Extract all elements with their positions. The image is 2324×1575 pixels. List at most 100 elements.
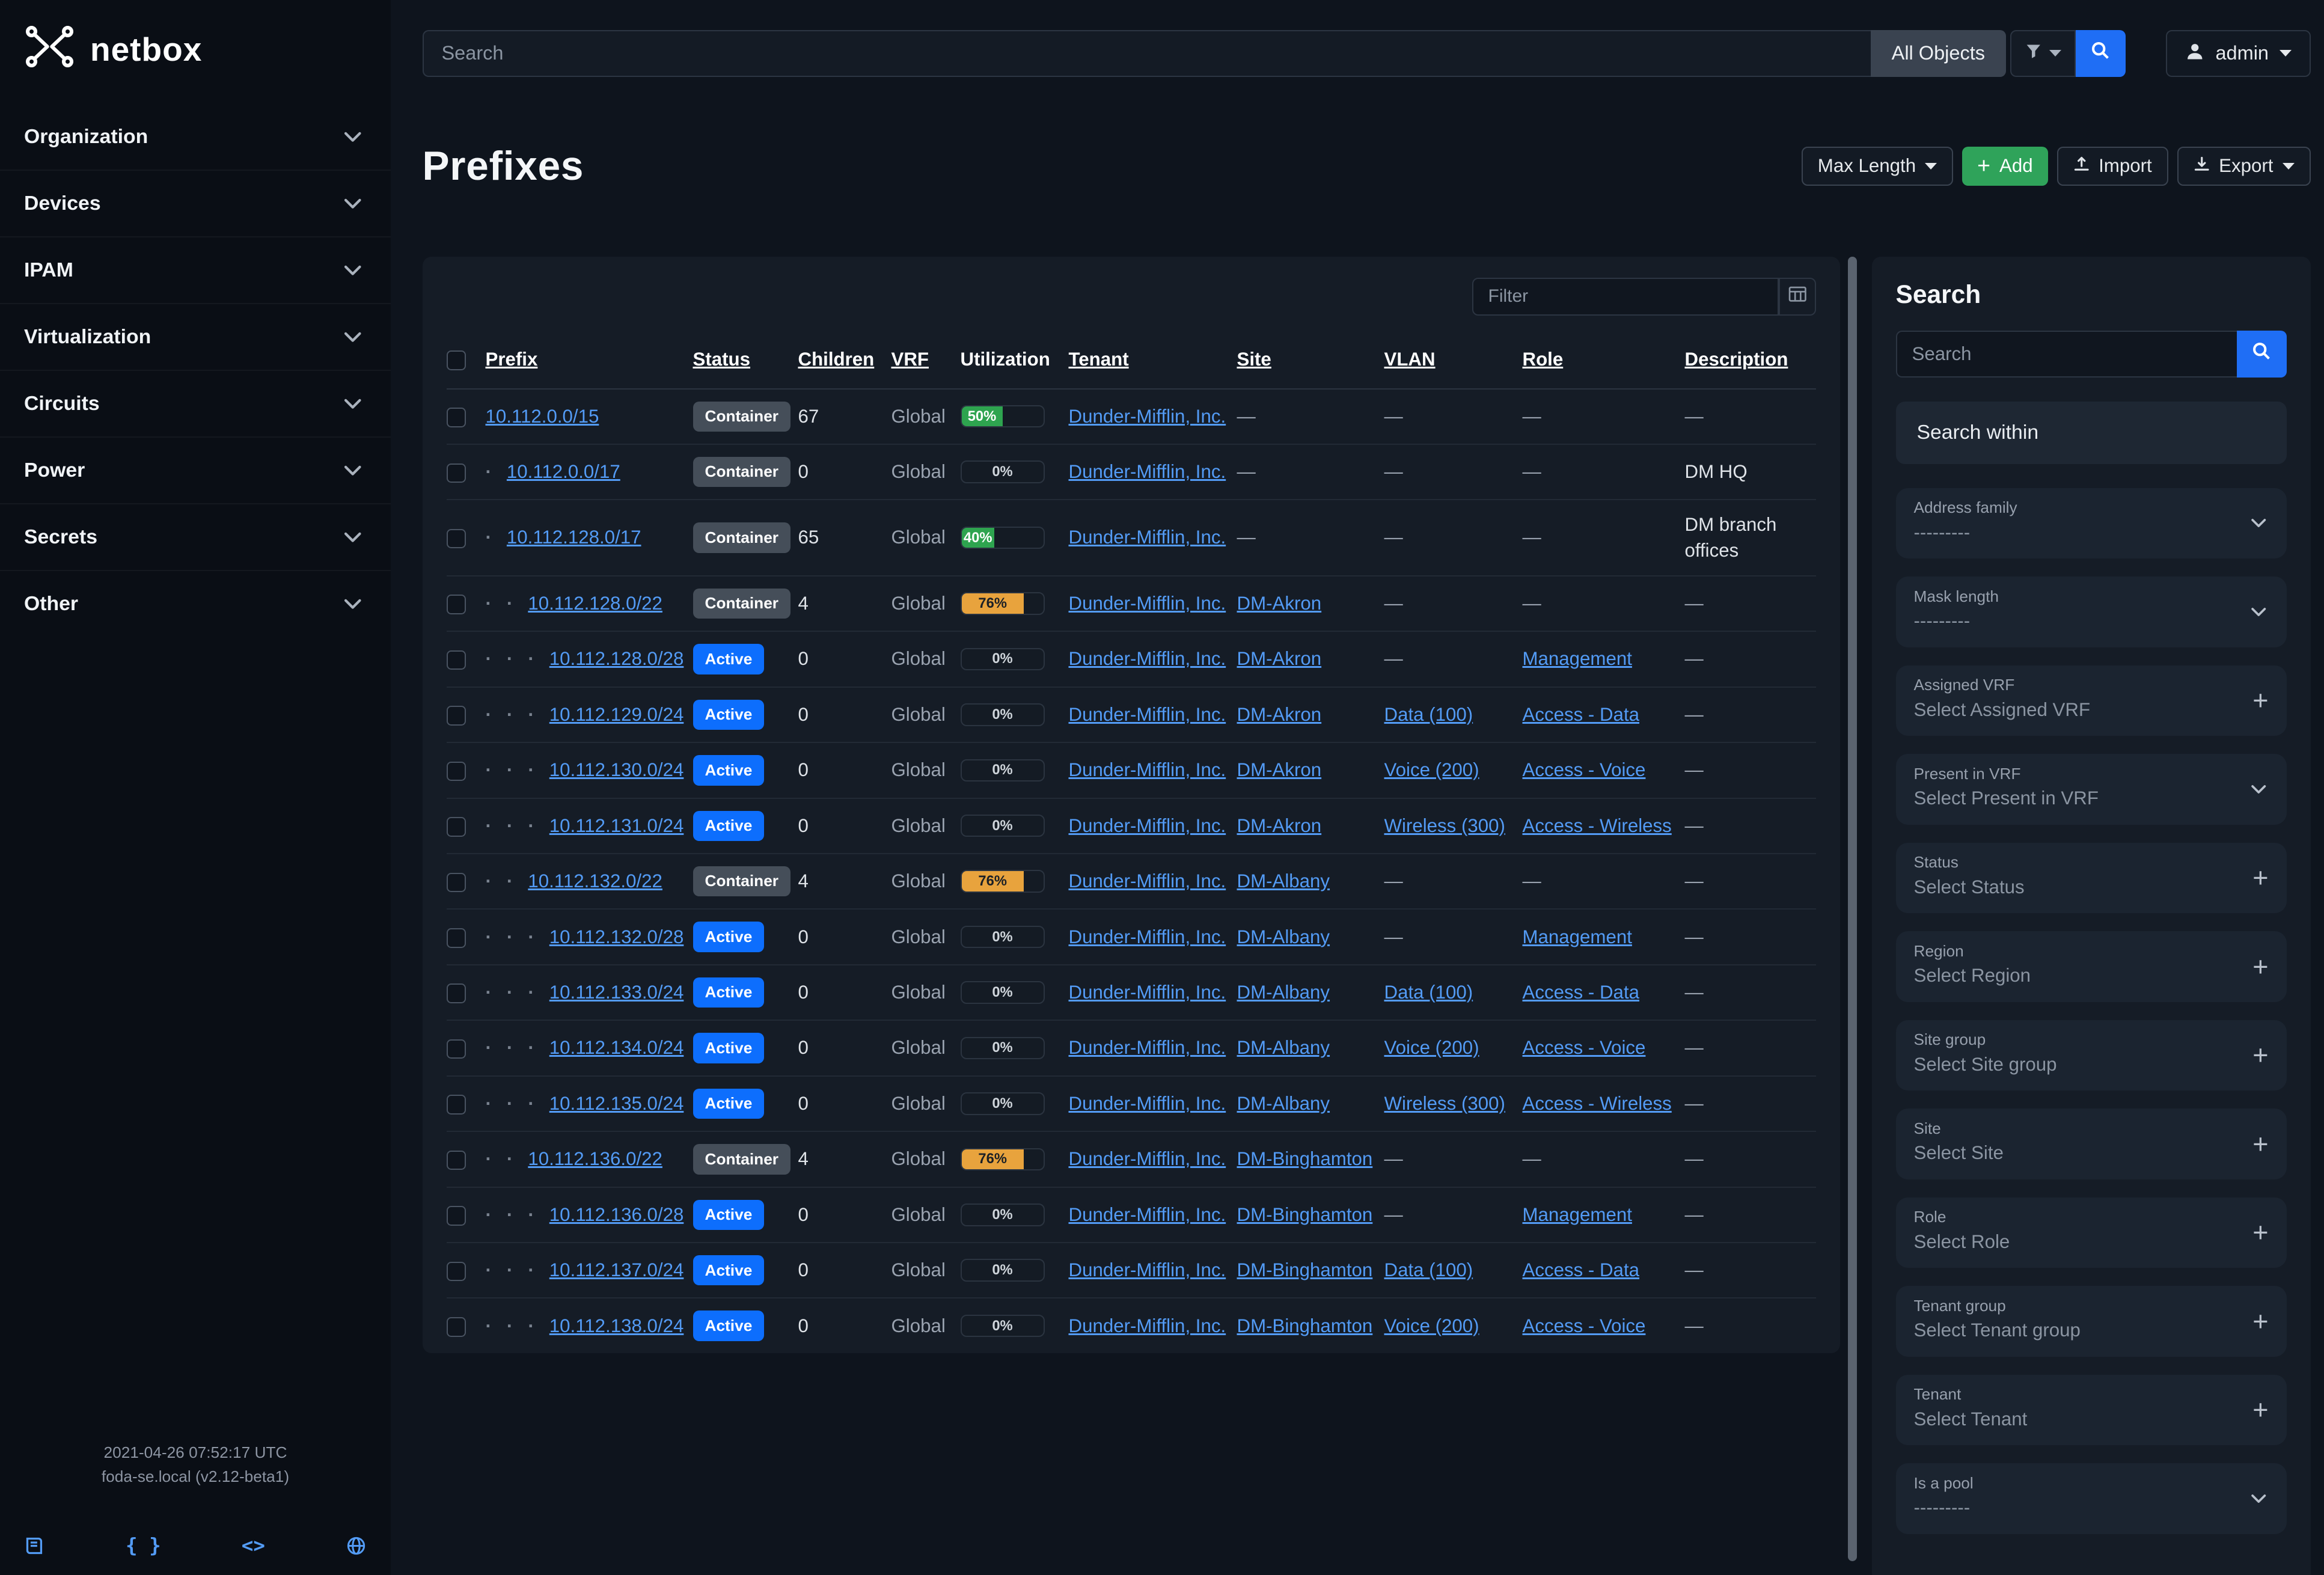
role-link[interactable]: Access - Voice	[1522, 1315, 1646, 1336]
sidebar-item-organization[interactable]: Organization	[0, 104, 391, 170]
sidebar-item-secrets[interactable]: Secrets	[0, 503, 391, 570]
filter-field-mask-length[interactable]: Mask length ---------	[1895, 576, 2287, 647]
prefix-link[interactable]: 10.112.128.0/17	[506, 527, 641, 548]
user-menu-button[interactable]: admin	[2166, 30, 2311, 77]
column-header-site[interactable]: Site	[1237, 348, 1271, 370]
site-link[interactable]: DM-Binghamton	[1237, 1315, 1373, 1336]
row-checkbox[interactable]	[446, 1206, 466, 1226]
prefix-link[interactable]: 10.112.132.0/22	[528, 870, 662, 892]
row-checkbox[interactable]	[446, 817, 466, 837]
global-search-input[interactable]	[422, 30, 1871, 77]
chevron-down-icon[interactable]	[2249, 780, 2269, 800]
panel-search-input[interactable]	[1895, 331, 2237, 378]
tenant-link[interactable]: Dunder-Mifflin, Inc.	[1068, 527, 1226, 548]
chevron-down-icon[interactable]	[2249, 513, 2269, 533]
vertical-scrollbar[interactable]	[1847, 257, 1857, 1561]
row-checkbox[interactable]	[446, 1317, 466, 1337]
search-submit-button[interactable]	[2076, 30, 2126, 77]
plus-icon[interactable]: +	[2252, 1394, 2269, 1425]
filter-field-status[interactable]: Status Select Status +	[1895, 842, 2287, 913]
prefix-link[interactable]: 10.112.135.0/24	[549, 1092, 684, 1114]
column-header-children[interactable]: Children	[798, 348, 875, 370]
row-checkbox[interactable]	[446, 1150, 466, 1170]
vlan-link[interactable]: Wireless (300)	[1384, 815, 1505, 836]
search-within-option[interactable]: Search within	[1895, 401, 2287, 464]
role-link[interactable]: Access - Wireless	[1522, 815, 1672, 836]
plus-icon[interactable]: +	[2252, 1217, 2269, 1248]
add-button[interactable]: + Add	[1962, 146, 2048, 186]
site-link[interactable]: DM-Binghamton	[1237, 1148, 1373, 1170]
prefix-link[interactable]: 10.112.137.0/24	[549, 1259, 684, 1281]
row-checkbox[interactable]	[446, 706, 466, 726]
search-scope-button[interactable]: All Objects	[1870, 30, 2006, 77]
table-filter-input[interactable]	[1472, 278, 1779, 316]
row-checkbox[interactable]	[446, 595, 466, 614]
column-header-vrf[interactable]: VRF	[891, 348, 929, 370]
tenant-link[interactable]: Dunder-Mifflin, Inc.	[1068, 815, 1226, 836]
prefix-link[interactable]: 10.112.130.0/24	[549, 759, 684, 781]
role-link[interactable]: Access - Voice	[1522, 1037, 1646, 1059]
globe-icon[interactable]	[346, 1535, 367, 1556]
vlan-link[interactable]: Wireless (300)	[1384, 1092, 1505, 1114]
vlan-link[interactable]: Voice (200)	[1384, 1037, 1479, 1059]
role-link[interactable]: Access - Data	[1522, 981, 1640, 1003]
row-checkbox[interactable]	[446, 463, 466, 483]
prefix-link[interactable]: 10.112.128.0/22	[528, 592, 662, 614]
row-checkbox[interactable]	[446, 1261, 466, 1282]
prefix-link[interactable]: 10.112.136.0/22	[528, 1148, 662, 1170]
docs-book-icon[interactable]	[24, 1535, 45, 1556]
panel-search-button[interactable]	[2237, 331, 2287, 378]
row-checkbox[interactable]	[446, 408, 466, 427]
sidebar-item-devices[interactable]: Devices	[0, 170, 391, 236]
column-header-prefix[interactable]: Prefix	[485, 348, 538, 370]
site-link[interactable]: DM-Akron	[1237, 592, 1322, 614]
chevron-down-icon[interactable]	[2249, 602, 2269, 622]
table-config-button[interactable]	[1778, 278, 1816, 316]
filter-field-region[interactable]: Region Select Region +	[1895, 931, 2287, 1002]
filter-field-tenant[interactable]: Tenant Select Tenant +	[1895, 1374, 2287, 1445]
site-link[interactable]: DM-Akron	[1237, 648, 1322, 670]
site-link[interactable]: DM-Albany	[1237, 1037, 1330, 1059]
filter-field-present-in-vrf[interactable]: Present in VRF Select Present in VRF	[1895, 754, 2287, 825]
role-link[interactable]: Access - Data	[1522, 1259, 1640, 1281]
column-header-description[interactable]: Description	[1684, 348, 1788, 370]
plus-icon[interactable]: +	[2252, 1306, 2269, 1337]
column-header-vlan[interactable]: VLAN	[1384, 348, 1436, 370]
site-link[interactable]: DM-Akron	[1237, 703, 1322, 725]
site-link[interactable]: DM-Albany	[1237, 1092, 1330, 1114]
brand-home-link[interactable]: netbox	[0, 0, 391, 104]
filter-field-assigned-vrf[interactable]: Assigned VRF Select Assigned VRF +	[1895, 665, 2287, 736]
tenant-link[interactable]: Dunder-Mifflin, Inc.	[1068, 1092, 1226, 1114]
tenant-link[interactable]: Dunder-Mifflin, Inc.	[1068, 405, 1226, 427]
tenant-link[interactable]: Dunder-Mifflin, Inc.	[1068, 648, 1226, 670]
prefix-link[interactable]: 10.112.128.0/28	[549, 648, 684, 670]
tenant-link[interactable]: Dunder-Mifflin, Inc.	[1068, 1315, 1226, 1336]
sidebar-item-other[interactable]: Other	[0, 570, 391, 637]
role-link[interactable]: Management	[1522, 926, 1632, 947]
prefix-link[interactable]: 10.112.133.0/24	[549, 981, 684, 1003]
role-link[interactable]: Access - Data	[1522, 703, 1640, 725]
row-checkbox[interactable]	[446, 761, 466, 781]
vlan-link[interactable]: Data (100)	[1384, 981, 1473, 1003]
tenant-link[interactable]: Dunder-Mifflin, Inc.	[1068, 926, 1226, 947]
tenant-link[interactable]: Dunder-Mifflin, Inc.	[1068, 870, 1226, 892]
row-checkbox[interactable]	[446, 1039, 466, 1059]
role-link[interactable]: Access - Wireless	[1522, 1092, 1672, 1114]
select-all-checkbox[interactable]	[446, 350, 466, 370]
import-button[interactable]: Import	[2056, 146, 2168, 186]
vlan-link[interactable]: Voice (200)	[1384, 759, 1479, 781]
plus-icon[interactable]: +	[2252, 951, 2269, 982]
search-filter-button[interactable]	[2010, 30, 2076, 77]
filter-field-tenant-group[interactable]: Tenant group Select Tenant group +	[1895, 1286, 2287, 1357]
site-link[interactable]: DM-Albany	[1237, 926, 1330, 947]
max-length-button[interactable]: Max Length	[1801, 146, 1954, 186]
site-link[interactable]: DM-Binghamton	[1237, 1259, 1373, 1281]
tenant-link[interactable]: Dunder-Mifflin, Inc.	[1068, 703, 1226, 725]
site-link[interactable]: DM-Akron	[1237, 759, 1322, 781]
prefix-link[interactable]: 10.112.131.0/24	[549, 815, 684, 836]
row-checkbox[interactable]	[446, 928, 466, 948]
prefix-link[interactable]: 10.112.138.0/24	[549, 1315, 684, 1336]
plus-icon[interactable]: +	[2252, 1039, 2269, 1071]
plus-icon[interactable]: +	[2252, 1128, 2269, 1160]
prefix-link[interactable]: 10.112.136.0/28	[549, 1203, 684, 1225]
